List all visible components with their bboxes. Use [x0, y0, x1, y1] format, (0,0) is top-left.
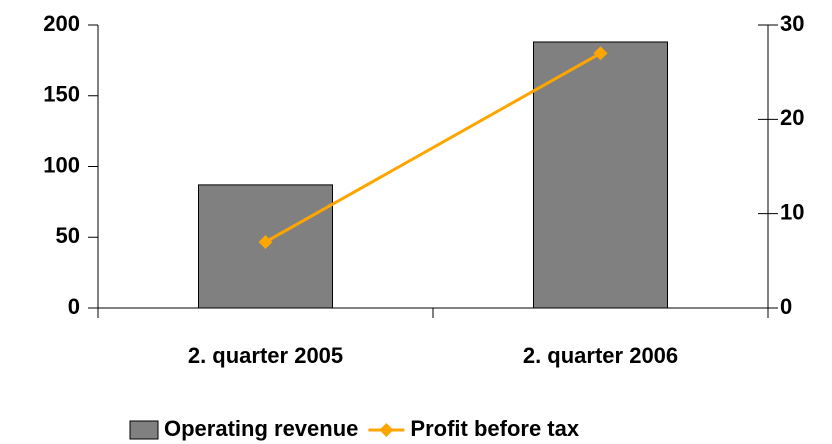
marker — [593, 46, 608, 61]
y-tick-label: 50 — [56, 223, 80, 248]
y-tick-label: 150 — [43, 82, 80, 107]
legend-swatch — [129, 420, 159, 440]
x-tick-label: 2. quarter 2005 — [188, 343, 343, 368]
y2-tick-label: 20 — [780, 105, 804, 130]
x-tick-label: 2. quarter 2006 — [523, 343, 678, 368]
y2-tick-label: 10 — [780, 199, 804, 224]
marker — [258, 234, 273, 249]
y-tick-label: 200 — [43, 11, 80, 36]
legend-marker — [379, 423, 394, 437]
y2-tick-label: 0 — [780, 294, 792, 319]
legend-label: Operating revenue — [164, 416, 358, 441]
line — [264, 51, 602, 244]
legend-label: Profit before tax — [410, 416, 579, 441]
y-tick-label: 100 — [43, 152, 80, 177]
bar — [533, 41, 668, 309]
y-tick-label: 0 — [68, 294, 80, 319]
y2-tick-label: 30 — [780, 11, 804, 36]
